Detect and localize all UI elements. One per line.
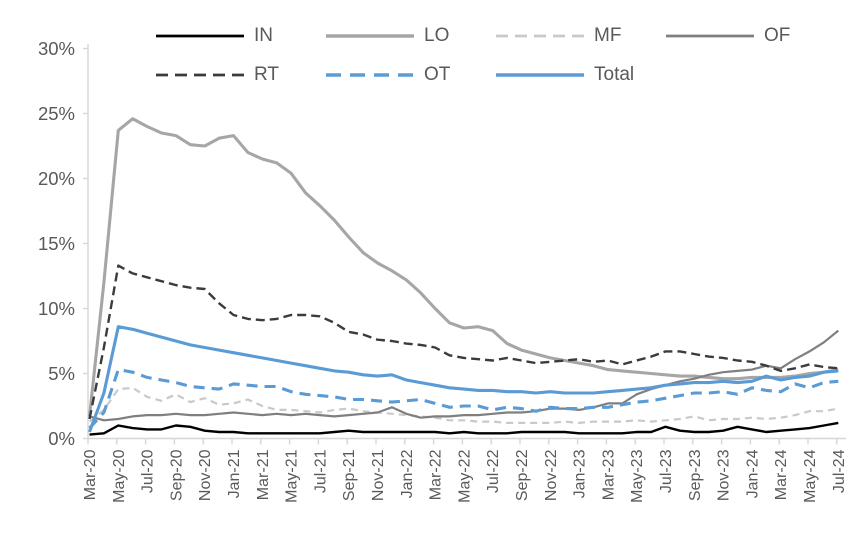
x-tick-label: Jul-21 (312, 449, 329, 493)
x-tick-label: May-24 (802, 449, 819, 502)
x-tick-label: Jan-21 (226, 449, 243, 498)
series-line-LO (87, 117, 839, 417)
legend-row-2: RT OT Total (155, 65, 835, 84)
x-tick-label: Nov-22 (543, 449, 560, 501)
y-tick-label: 0% (48, 428, 75, 449)
x-tick-label: May-23 (629, 449, 646, 502)
x-tick-label: Nov-23 (716, 449, 733, 501)
x-tick-label: Jul-22 (485, 449, 502, 493)
x-tick-label: Mar-22 (428, 449, 445, 500)
legend-label-lo: LO (424, 25, 450, 46)
legend-item-in[interactable]: IN (155, 26, 325, 45)
x-tick-label: Sep-23 (687, 449, 704, 501)
legend-item-rt[interactable]: RT (155, 65, 325, 84)
x-tick-label: Jul-24 (831, 449, 848, 493)
x-tick-label: Jan-24 (744, 449, 761, 498)
x-tick-label: Jul-20 (140, 449, 157, 493)
legend-line-sample-total (496, 72, 584, 77)
legend-label-total: Total (594, 64, 635, 85)
y-tick-label: 25% (38, 103, 75, 124)
x-tick-label: Mar-23 (600, 449, 617, 500)
legend-label-rt: RT (254, 64, 279, 85)
x-tick-label: Mar-20 (82, 449, 99, 500)
chart-legend: IN LO MF OF RT OT Total (155, 26, 835, 84)
x-tick-label: May-20 (111, 449, 128, 502)
legend-item-mf[interactable]: MF (495, 26, 665, 45)
legend-item-lo[interactable]: LO (325, 26, 495, 45)
x-tick-label: Nov-20 (197, 449, 214, 501)
legend-label-ot: OT (424, 64, 451, 85)
y-tick-label: 5% (48, 363, 75, 384)
x-tick-label: Jul-23 (658, 449, 675, 493)
x-tick-label: Nov-21 (370, 449, 387, 501)
legend-label-of: OF (764, 25, 791, 46)
series-line-OT (88, 368, 839, 430)
x-tick-label: May-21 (284, 449, 301, 502)
x-tick-label: Sep-22 (514, 449, 531, 501)
legend-line-sample-ot (326, 72, 414, 77)
legend-row-1: IN LO MF OF (155, 26, 835, 45)
legend-line-sample-rt (156, 73, 244, 76)
legend-item-total[interactable]: Total (495, 65, 665, 84)
legend-item-of[interactable]: OF (665, 26, 835, 45)
x-tick-label: Jan-23 (572, 449, 589, 498)
legend-item-ot[interactable]: OT (325, 65, 495, 84)
x-tick-label: Mar-24 (773, 449, 790, 500)
y-tick-label: 20% (38, 168, 75, 189)
series-line-Total (88, 325, 839, 433)
series-line-RT (88, 264, 839, 420)
series-line-OF (89, 329, 839, 422)
y-tick-label: 15% (38, 233, 75, 254)
legend-label-in: IN (254, 25, 273, 46)
x-tick-label: Mar-21 (255, 449, 272, 500)
series-line-MF (88, 386, 839, 424)
series-line-IN (89, 421, 839, 436)
x-tick-label: Sep-21 (341, 449, 358, 501)
x-tick-label: Sep-20 (168, 449, 185, 501)
legend-line-sample-mf (496, 34, 584, 37)
y-tick-label: 10% (38, 298, 75, 319)
y-tick-label: 30% (38, 38, 75, 59)
x-tick-label: May-22 (456, 449, 473, 502)
legend-label-mf: MF (594, 25, 622, 46)
legend-line-sample-in (156, 34, 244, 37)
x-tick-label: Jan-22 (399, 449, 416, 498)
legend-line-sample-lo (326, 33, 414, 38)
legend-line-sample-of (666, 34, 754, 37)
